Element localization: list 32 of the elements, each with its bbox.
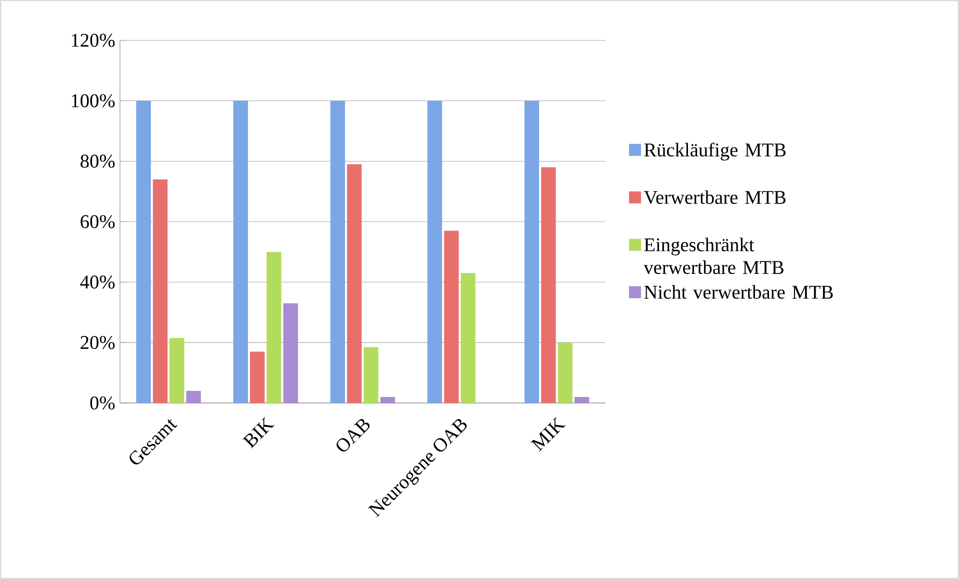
bar [266,252,282,403]
bar [152,179,168,403]
legend-label: Eingeschränkt verwertbare MTB [644,238,784,274]
bar [186,390,201,403]
bar [541,167,556,403]
legend-label: Rückläufige MTB [644,142,786,161]
legend-label: Nicht verwertbare MTB [644,285,833,299]
bar [574,396,590,403]
y-tick-label: 80% [80,154,115,168]
legend-label: Verwertbare MTB [644,190,786,204]
bar [524,100,540,403]
bar [460,273,476,403]
y-tick-label: 0% [90,396,115,410]
y-tick-label: 100% [72,94,115,108]
bar [136,100,151,403]
bar [444,230,459,403]
bar [347,164,362,403]
y-tick-label: 40% [80,276,115,289]
bar [283,303,298,403]
y-tick-label: 60% [80,215,115,228]
bar [427,100,442,403]
bar [233,100,248,403]
y-tick-label: 120% [72,34,115,47]
bar [330,100,346,403]
x-tick-label: BIK [242,417,274,448]
bar [558,342,572,403]
y-tick-label: 20% [80,336,115,350]
bar [170,338,184,403]
x-tick-label: OAB [336,419,370,452]
bar [364,347,378,403]
bar [250,352,265,403]
bar [380,396,396,403]
